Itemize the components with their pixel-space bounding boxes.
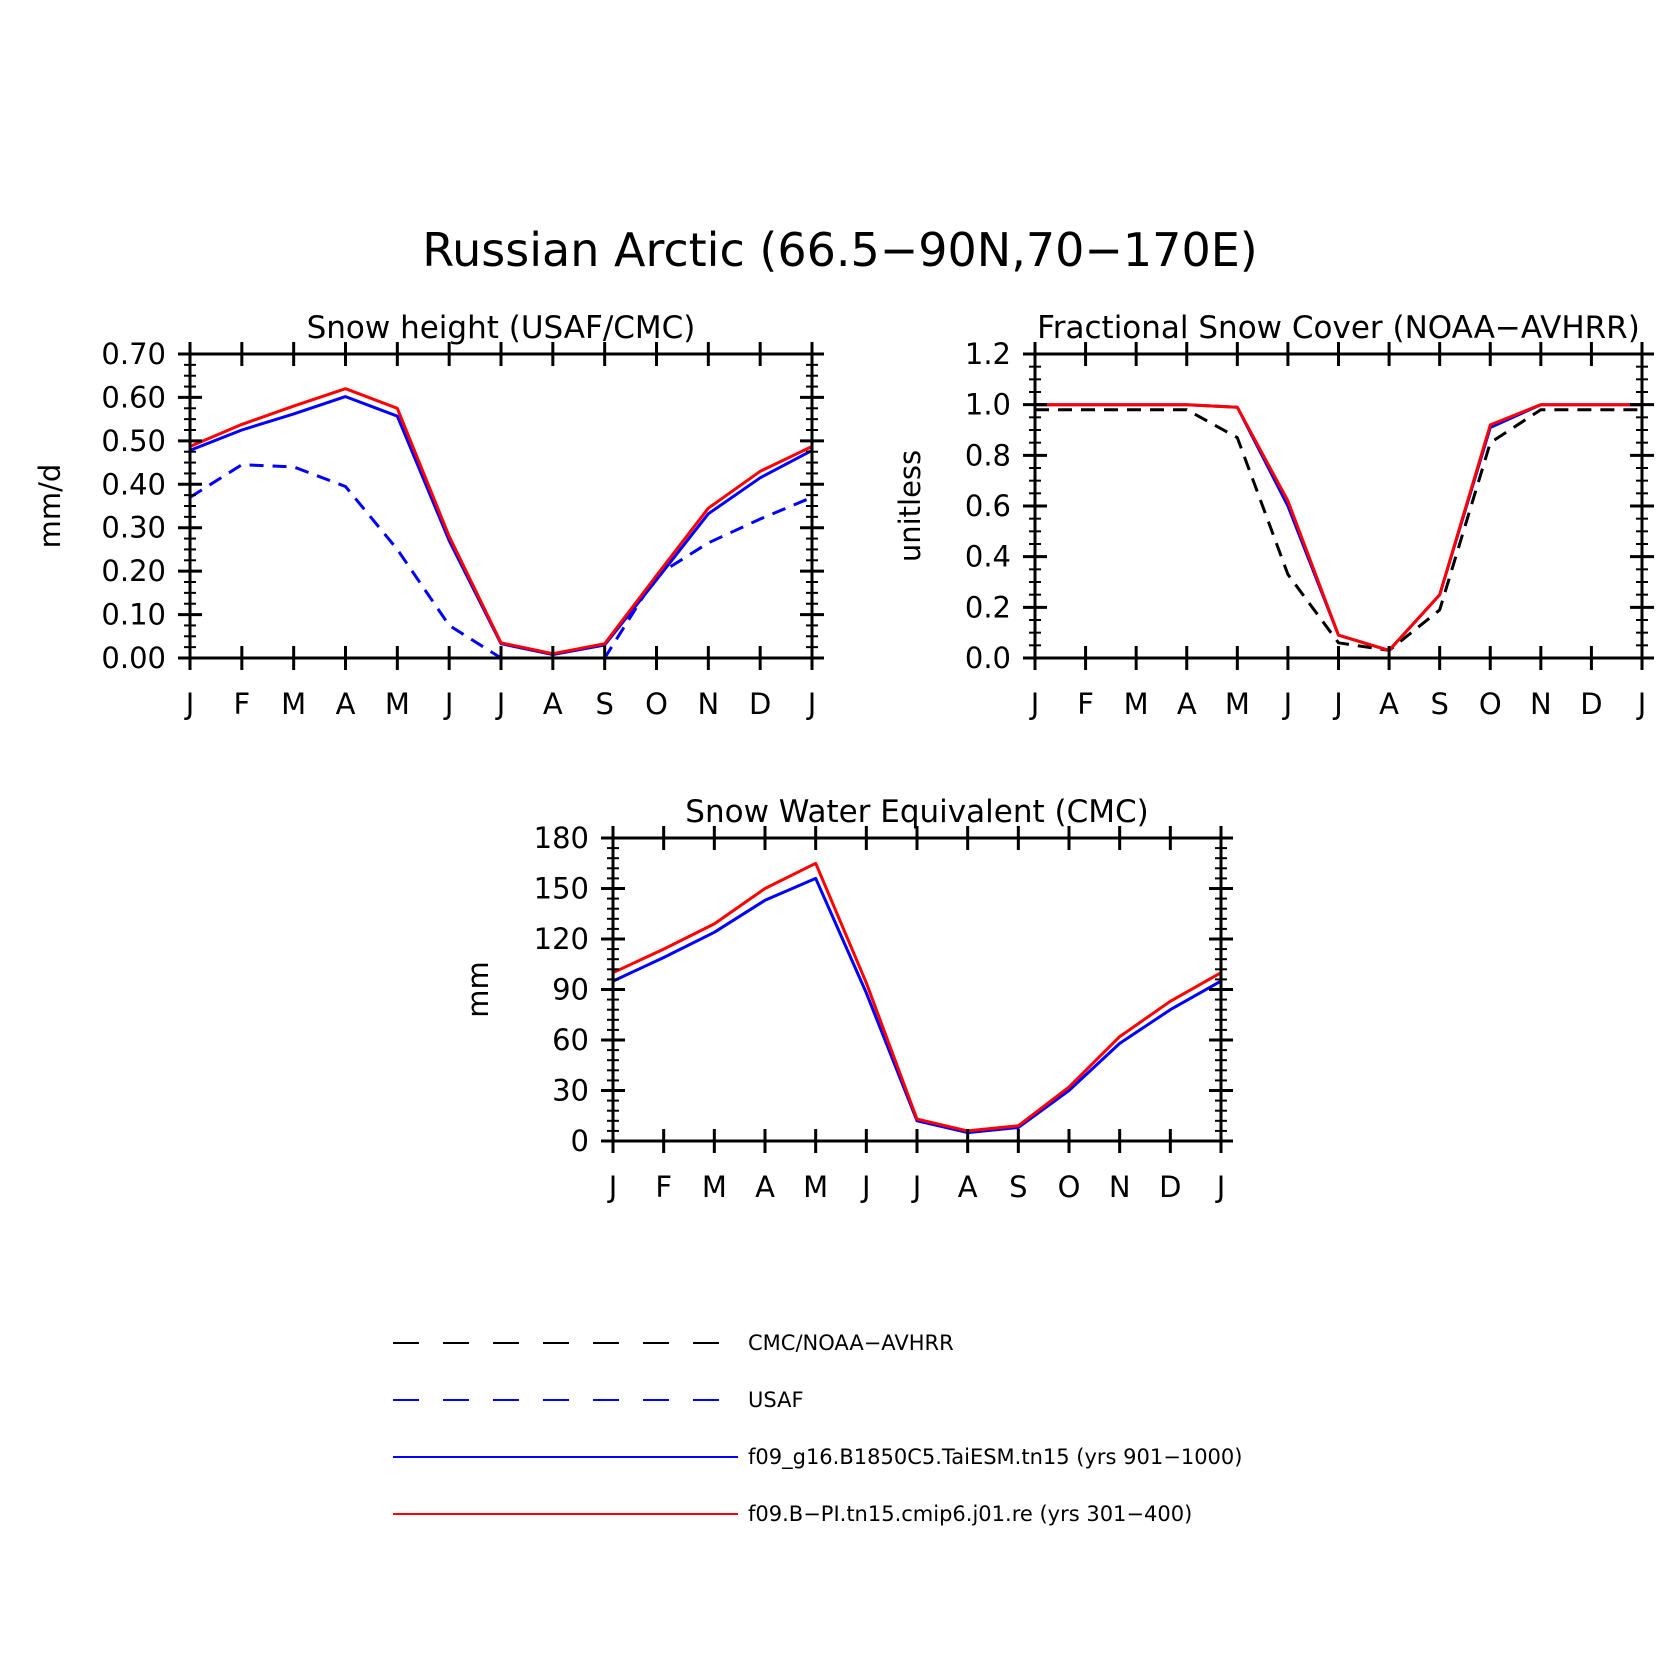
panel-2: J F M A M J J A S O N D J0.00.20.40.60.81.01.2Fracti… xyxy=(893,310,1654,721)
y-axis-label: unitless xyxy=(893,450,927,562)
y-tick-label: 30 xyxy=(552,1074,589,1108)
series-line-taiesm xyxy=(1035,403,1642,652)
y-tick-label: 0.40 xyxy=(101,467,166,501)
series-line-cmip6 xyxy=(1035,403,1642,652)
panel-1: J F M A M J J A S O N D J0.000.100.200.300.400.500.6… xyxy=(33,310,824,721)
x-tick-label: F xyxy=(655,1170,672,1204)
y-tick-label: 1.2 xyxy=(965,337,1011,371)
x-tick-label: D xyxy=(1580,687,1602,721)
y-tick-label: 0.30 xyxy=(101,511,166,545)
y-tick-label: 0.10 xyxy=(101,598,166,632)
x-tick-label: M xyxy=(1225,687,1250,721)
y-tick-label: 120 xyxy=(534,922,589,956)
y-tick-label: 0.60 xyxy=(101,380,166,414)
x-tick-label: S xyxy=(1430,687,1448,721)
x-tick-label: A xyxy=(543,687,563,721)
y-tick-label: 0.50 xyxy=(101,424,166,458)
y-axis-label: mm/d xyxy=(33,464,67,549)
x-tick-label: A xyxy=(958,1170,978,1204)
y-tick-label: 90 xyxy=(552,973,589,1007)
y-axis-label: mm xyxy=(461,961,495,1018)
legend: CMC/NOAA−AVHRR USAF f09_g16.B1850C5.TaiESM… xyxy=(393,1331,1242,1526)
y-tick-label: 0.20 xyxy=(101,554,166,588)
series-line-cmip6 xyxy=(189,387,813,656)
series-line-cmc xyxy=(1035,408,1642,652)
legend-label-cmip6: f09.B−PI.tn15.cmip6.j01.re (yrs 301−400) xyxy=(748,1502,1192,1526)
panel-title: Snow Water Equivalent (CMC) xyxy=(685,794,1148,830)
x-tick-label: A xyxy=(1177,687,1197,721)
x-tick-label: J xyxy=(1029,687,1040,721)
y-tick-label: 0.00 xyxy=(101,641,166,675)
x-tick-label: F xyxy=(233,687,250,721)
plot-frame xyxy=(611,836,1223,1143)
x-tick-label: N xyxy=(1109,1170,1131,1204)
x-tick-label: O xyxy=(1479,687,1502,721)
y-tick-label: 0 xyxy=(571,1124,589,1158)
plot-frame xyxy=(1033,352,1644,660)
x-tick-label: S xyxy=(1009,1170,1027,1204)
x-tick-label: M xyxy=(803,1170,828,1204)
x-tick-label: D xyxy=(749,687,771,721)
x-tick-label: J xyxy=(806,687,817,721)
y-tick-label: 0.8 xyxy=(965,438,1011,472)
x-tick-label: J xyxy=(911,1170,922,1204)
y-tick-label: 0.4 xyxy=(965,540,1011,574)
x-tick-label: F xyxy=(1077,687,1094,721)
x-tick-label: J xyxy=(860,1170,871,1204)
x-tick-label: J xyxy=(495,687,506,721)
y-tick-label: 0.70 xyxy=(101,337,166,371)
panel-title: Fractional Snow Cover (NOAA−AVHRR) xyxy=(1037,310,1640,346)
x-tick-label: M xyxy=(1124,687,1149,721)
x-tick-label: J xyxy=(1332,687,1343,721)
x-tick-label: A xyxy=(1379,687,1399,721)
y-tick-label: 60 xyxy=(552,1023,589,1057)
legend-label-cmc: CMC/NOAA−AVHRR xyxy=(748,1331,954,1355)
y-tick-label: 0.6 xyxy=(965,489,1011,523)
x-tick-label: A xyxy=(336,687,356,721)
panel-title: Snow height (USAF/CMC) xyxy=(307,310,696,346)
x-tick-label: N xyxy=(697,687,719,721)
main-title: Russian Arctic (66.5−90N,70−170E) xyxy=(422,223,1257,277)
y-tick-label: 0.0 xyxy=(965,641,1011,675)
x-tick-label: M xyxy=(385,687,410,721)
y-tick-label: 1.0 xyxy=(965,388,1011,422)
x-tick-label: A xyxy=(755,1170,775,1204)
series-line-cmip6 xyxy=(612,861,1222,1133)
x-tick-label: N xyxy=(1530,687,1552,721)
x-tick-label: J xyxy=(1636,687,1647,721)
x-tick-label: D xyxy=(1159,1170,1181,1204)
x-tick-label: J xyxy=(1215,1170,1226,1204)
y-tick-label: 0.2 xyxy=(965,590,1011,624)
x-tick-label: J xyxy=(184,687,195,721)
x-tick-label: O xyxy=(1058,1170,1081,1204)
series-line-taiesm xyxy=(189,395,813,656)
x-tick-label: O xyxy=(645,687,668,721)
y-tick-label: 180 xyxy=(534,821,589,855)
x-tick-label: M xyxy=(702,1170,727,1204)
x-tick-label: M xyxy=(281,687,306,721)
x-tick-label: J xyxy=(443,687,454,721)
x-tick-label: J xyxy=(607,1170,618,1204)
y-tick-label: 150 xyxy=(534,872,589,906)
legend-label-usaf: USAF xyxy=(748,1388,804,1412)
x-tick-label: J xyxy=(1282,687,1293,721)
legend-label-taiesm: f09_g16.B1850C5.TaiESM.tn15 (yrs 901−100… xyxy=(748,1445,1242,1470)
series-line-taiesm xyxy=(612,876,1222,1135)
series-line-usaf xyxy=(189,463,813,660)
x-tick-label: S xyxy=(595,687,613,721)
